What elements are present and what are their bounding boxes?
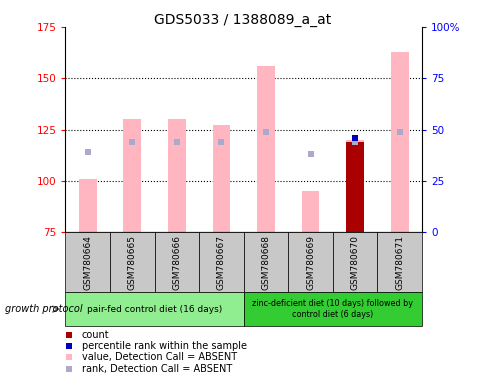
Bar (79, 179, 96, 232)
Bar (167, 119, 185, 232)
Text: zinc-deficient diet (10 days) followed by
control diet (6 days): zinc-deficient diet (10 days) followed b… (252, 300, 412, 319)
Text: GSM780665: GSM780665 (128, 235, 136, 290)
Bar (346, 140, 363, 232)
Text: GSM780670: GSM780670 (350, 235, 359, 290)
Text: GSM780667: GSM780667 (216, 235, 226, 290)
Text: GSM780664: GSM780664 (83, 235, 92, 290)
Bar (199, 232, 243, 292)
Text: GSM780671: GSM780671 (394, 235, 403, 290)
Text: GDS5033 / 1388089_a_at: GDS5033 / 1388089_a_at (153, 13, 331, 27)
Bar (287, 232, 332, 292)
Text: count: count (81, 330, 109, 340)
Bar (212, 126, 230, 232)
Text: GSM780669: GSM780669 (305, 235, 315, 290)
Bar (65, 292, 243, 326)
Text: percentile rank within the sample: percentile rank within the sample (81, 341, 246, 351)
Bar (154, 232, 199, 292)
Bar (110, 232, 154, 292)
Bar (301, 191, 319, 232)
Bar (257, 66, 274, 232)
Text: growth protocol: growth protocol (5, 304, 82, 314)
Bar (243, 292, 421, 326)
Bar (65, 232, 110, 292)
Text: GSM780668: GSM780668 (261, 235, 270, 290)
Bar (332, 232, 377, 292)
Text: pair-fed control diet (16 days): pair-fed control diet (16 days) (87, 305, 222, 314)
Bar (123, 119, 141, 232)
Text: rank, Detection Call = ABSENT: rank, Detection Call = ABSENT (81, 364, 231, 374)
Bar (243, 232, 287, 292)
Bar (390, 51, 408, 232)
Bar (377, 232, 421, 292)
Bar (346, 142, 363, 232)
Text: value, Detection Call = ABSENT: value, Detection Call = ABSENT (81, 352, 236, 362)
Text: GSM780666: GSM780666 (172, 235, 181, 290)
